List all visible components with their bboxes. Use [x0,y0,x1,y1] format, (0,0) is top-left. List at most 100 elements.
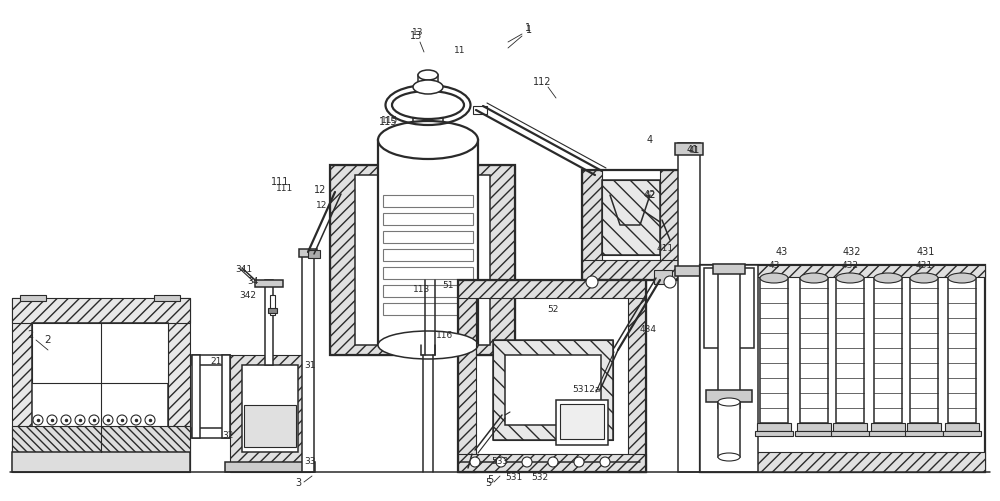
Text: 34: 34 [247,278,259,287]
Circle shape [522,457,532,467]
Bar [330,165,515,355]
Text: 115: 115 [381,116,399,125]
Bar [192,355,230,365]
Bar [192,428,230,438]
Text: 52: 52 [547,306,559,315]
Text: 115: 115 [379,117,397,127]
Text: 1: 1 [525,23,531,33]
Ellipse shape [836,273,864,283]
Bar [383,267,473,279]
Circle shape [89,415,99,425]
Bar [458,280,476,472]
Text: 43: 43 [768,262,780,271]
Bar [168,298,190,470]
Bar [244,405,296,447]
Text: 432: 432 [843,247,861,257]
Bar [473,106,487,114]
Bar [755,431,793,436]
Bar [230,355,310,472]
Bar [255,280,283,287]
Bar [556,400,608,445]
Bar [383,249,473,261]
Bar [831,431,869,436]
Bar [628,280,646,472]
Text: 342: 342 [240,292,256,301]
Bar [760,278,788,423]
Bar [242,365,298,452]
Text: 41: 41 [688,145,700,154]
Ellipse shape [874,273,902,283]
Text: 51: 51 [442,281,454,290]
Bar [582,170,602,280]
Circle shape [47,415,57,425]
Text: 431: 431 [915,262,933,271]
Bar [493,340,613,440]
Bar [795,431,833,436]
Text: 531: 531 [505,473,523,482]
Bar [602,180,660,255]
Circle shape [33,415,43,425]
Bar [12,298,32,470]
Bar [874,278,902,423]
Bar [582,170,680,280]
Ellipse shape [392,91,464,119]
Text: 13: 13 [412,28,424,37]
Text: 12: 12 [314,185,326,195]
Text: 533: 533 [491,457,509,466]
Bar [413,105,443,145]
Text: 113: 113 [413,286,431,295]
Bar [270,295,275,315]
Bar [383,285,473,297]
Ellipse shape [760,273,788,283]
Bar [869,431,907,436]
Bar [943,431,981,436]
Bar [678,143,700,472]
Bar [383,303,473,315]
Ellipse shape [378,121,478,159]
Bar [378,140,478,345]
Text: 341: 341 [235,266,253,275]
Bar [12,426,190,452]
Text: 111: 111 [276,183,294,192]
Text: 12: 12 [316,200,328,209]
Bar [910,278,938,423]
Ellipse shape [718,453,740,461]
Bar [458,454,646,472]
Ellipse shape [948,273,976,283]
Bar [718,402,740,457]
Ellipse shape [800,273,828,283]
Bar [383,213,473,225]
Bar [582,260,680,280]
Text: 13: 13 [410,31,422,41]
Bar [192,355,200,438]
Circle shape [103,415,113,425]
Circle shape [574,457,584,467]
Text: 532: 532 [531,473,549,482]
Bar [948,278,976,423]
Text: 33: 33 [304,457,316,466]
Text: 2: 2 [27,330,33,340]
Text: 5312a: 5312a [572,385,600,394]
Text: 431: 431 [917,247,935,257]
Circle shape [145,415,155,425]
Text: 42: 42 [644,190,656,199]
Circle shape [496,457,506,467]
Bar [505,355,601,425]
Text: 112: 112 [533,77,551,87]
Circle shape [664,276,676,288]
Bar [560,404,604,439]
Bar [383,195,473,207]
Circle shape [117,415,127,425]
Bar [871,423,905,431]
Ellipse shape [910,273,938,283]
Bar [800,278,828,423]
Text: 3: 3 [295,478,301,488]
Bar [458,280,646,472]
Bar [945,423,979,431]
Bar [265,280,273,365]
Bar [355,175,490,345]
Bar [700,265,985,277]
Bar [12,452,190,472]
Bar [32,323,168,383]
Text: 432: 432 [842,262,858,271]
